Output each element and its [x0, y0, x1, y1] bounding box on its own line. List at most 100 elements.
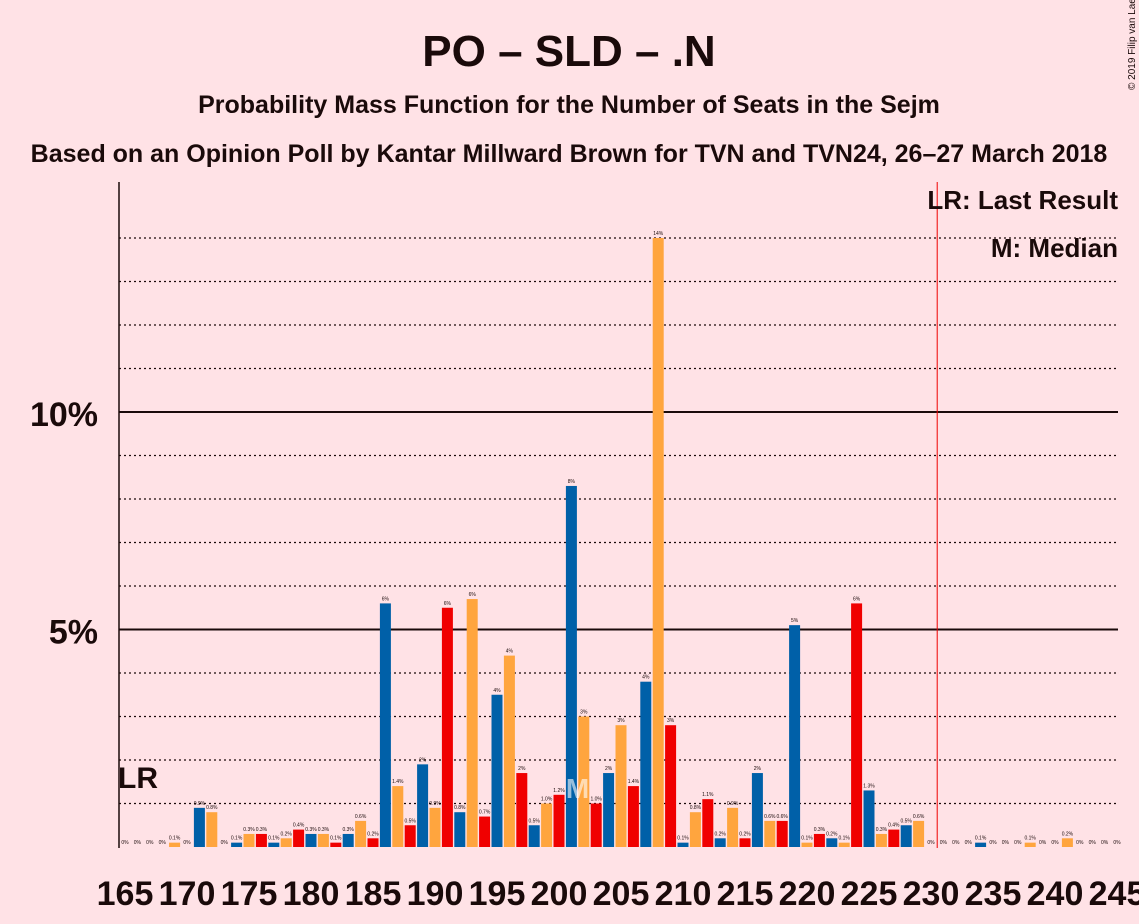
bar: [652, 238, 664, 847]
bar: [429, 807, 441, 847]
bar: [702, 799, 714, 847]
bar: [975, 842, 987, 847]
bar-value-label: 5%: [791, 618, 799, 624]
bar-value-label: 0%: [927, 840, 935, 846]
bar-value-label: 0%: [952, 840, 960, 846]
bar: [1061, 838, 1073, 847]
bar-value-label: 0.2%: [739, 831, 751, 837]
bar-value-label: 0.3%: [814, 827, 826, 833]
bar: [677, 842, 689, 847]
x-axis-ticks: 165 170 175 180 185 190 195 200 205 210 215 220 225 2…: [97, 875, 1139, 913]
x-tick-label: 180: [283, 875, 340, 913]
bar: [851, 603, 863, 847]
bar: [888, 829, 900, 847]
bar-value-label: 0.8%: [454, 805, 466, 811]
x-tick-label: 245: [1089, 875, 1139, 913]
bar-value-label: 0.6%: [355, 814, 367, 820]
bar: [590, 803, 602, 847]
x-tick-label: 235: [965, 875, 1022, 913]
bar-value-label: 0.6%: [913, 814, 925, 820]
copyright: © 2019 Filip van Laenen: [1127, 0, 1138, 90]
bar: [367, 838, 379, 847]
bar-value-label: 1.1%: [702, 792, 714, 798]
bar: [466, 599, 478, 847]
bar-value-label: 0%: [1014, 840, 1022, 846]
bar-value-label: 2%: [419, 757, 427, 763]
bar-value-label: 0.9%: [194, 801, 206, 807]
median-marker: M: [566, 773, 589, 804]
bar-value-label: 0%: [1076, 840, 1084, 846]
bar-value-label: 1.0%: [590, 797, 602, 803]
legend-last-result: LR: Last Result: [927, 185, 1118, 215]
bars: [169, 238, 1073, 847]
bar: [404, 825, 416, 847]
x-tick-label: 200: [531, 875, 588, 913]
bar-value-label: 6%: [853, 596, 861, 602]
bar-value-label: 0.9%: [727, 801, 739, 807]
x-tick-label: 205: [593, 875, 650, 913]
chart-subtitle-2: Based on an Opinion Poll by Kantar Millw…: [31, 140, 1108, 168]
bar-value-label: 0.3%: [243, 827, 255, 833]
bar-value-label: 0%: [989, 840, 997, 846]
bar: [479, 816, 491, 847]
bar: [801, 842, 813, 847]
last-result-marker: LR: [118, 762, 158, 795]
bar-value-label: 2%: [518, 766, 526, 772]
bar-value-label: 0.3%: [256, 827, 268, 833]
bar-value-label: 3%: [617, 718, 625, 724]
bar-value-label: 0.5%: [900, 818, 912, 824]
legend-median: M: Median: [991, 233, 1118, 263]
bar: [553, 794, 565, 847]
bar-value-label: 1.2%: [553, 788, 565, 794]
bar-value-label: 0%: [965, 840, 973, 846]
bar-value-label: 0%: [221, 840, 229, 846]
x-tick-label: 230: [903, 875, 960, 913]
bar: [231, 842, 243, 847]
bar-value-label: 3%: [667, 718, 675, 724]
bar-value-label: 0.3%: [342, 827, 354, 833]
bar-value-label: 0.7%: [479, 810, 491, 816]
bar-value-label: 1.4%: [392, 779, 404, 785]
bar-value-label: 2%: [754, 766, 762, 772]
bar: [863, 790, 875, 847]
bar: [293, 829, 305, 847]
bar-value-label: 1.4%: [628, 779, 640, 785]
bar-value-label: 0.1%: [231, 836, 243, 842]
bar-value-label: 6%: [469, 592, 477, 598]
bar-value-label: 0.9%: [429, 801, 441, 807]
bar: [503, 655, 515, 847]
bar-value-label: 0.5%: [404, 818, 416, 824]
grid: [119, 237, 1118, 805]
bar-value-label: 0.1%: [1024, 836, 1036, 842]
bar-value-label: 0.5%: [528, 818, 540, 824]
bar-value-label: 2%: [605, 766, 613, 772]
x-tick-label: 240: [1027, 875, 1084, 913]
bar: [392, 786, 404, 847]
bar-value-label: 0.8%: [206, 805, 218, 811]
bar: [541, 803, 553, 847]
bar: [330, 842, 342, 847]
bar: [789, 625, 801, 847]
bar-value-label: 0%: [146, 840, 154, 846]
bar-value-label: 0%: [183, 840, 191, 846]
bar: [826, 838, 838, 847]
bar: [454, 812, 466, 847]
bar: [665, 725, 677, 847]
bar-value-label: 0.2%: [280, 831, 292, 837]
bar-value-label: 6%: [444, 601, 452, 607]
bar-value-label: 0.6%: [764, 814, 776, 820]
bar-value-label: 0.1%: [330, 836, 342, 842]
bar-value-label: 0.3%: [318, 827, 330, 833]
bar: [776, 820, 788, 847]
x-tick-label: 195: [469, 875, 526, 913]
bar-value-label: 0.4%: [888, 823, 900, 829]
chart-subtitle: Probability Mass Function for the Number…: [198, 91, 940, 119]
bar-value-label: 0.1%: [801, 836, 813, 842]
bar: [379, 603, 391, 847]
bar-value-label: 0%: [940, 840, 948, 846]
y-tick-label: 10%: [30, 396, 98, 434]
bar: [355, 820, 367, 847]
bar-value-label: 0.1%: [975, 836, 987, 842]
bar-value-label: 0%: [1113, 840, 1121, 846]
